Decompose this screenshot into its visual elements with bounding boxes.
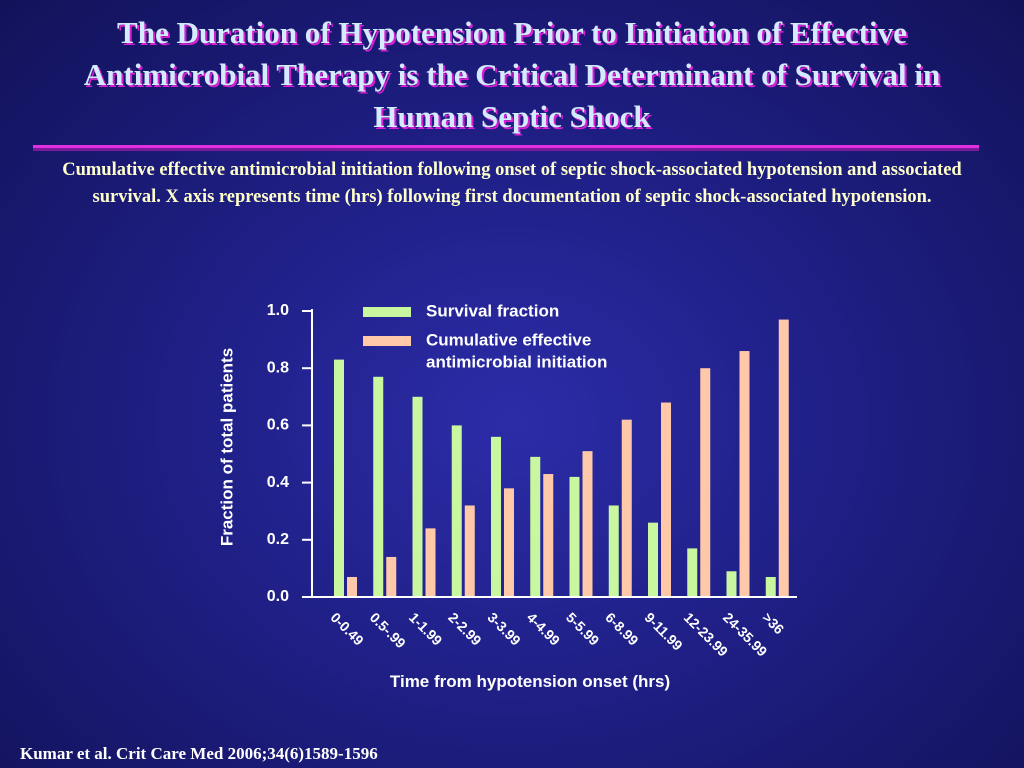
y-tick-label: 1.0 bbox=[267, 302, 289, 319]
legend-label: Survival fraction bbox=[426, 301, 559, 320]
cumulative-bar bbox=[661, 402, 671, 597]
x-axis-label: Time from hypotension onset (hrs) bbox=[390, 672, 670, 691]
x-categories-group: 0-0.49 0.5-.991-1.99 2-2.99 3-3.99 4-4.99 5-5… bbox=[328, 609, 788, 660]
x-category-label: 1-1.99 bbox=[406, 609, 446, 649]
y-axis-label: Fraction of total patients bbox=[217, 348, 236, 546]
survival-bar bbox=[569, 476, 580, 597]
slide-title: The Duration of Hypotension Prior to Ini… bbox=[83, 15, 941, 134]
x-category-label: 9-11.99 bbox=[642, 609, 686, 653]
citation: Kumar et al. Crit Care Med 2006;34(6)158… bbox=[20, 744, 378, 763]
bars-group bbox=[334, 319, 789, 597]
x-category-label: 0-0.49 bbox=[328, 609, 368, 649]
x-category-label: 2-2.99 bbox=[445, 609, 485, 649]
cumulative-bar bbox=[464, 505, 475, 597]
survival-bar bbox=[412, 396, 423, 597]
axes-group bbox=[311, 309, 797, 598]
legend-item-survival: Survival fraction bbox=[363, 301, 559, 320]
x-category-label: 0.5-.99 bbox=[367, 609, 409, 651]
legend-label: antimicrobial initiation bbox=[426, 352, 607, 371]
cumulative-bar bbox=[739, 351, 750, 597]
survival-bar bbox=[491, 436, 501, 597]
survival-bar bbox=[648, 522, 658, 597]
survival-bar bbox=[726, 571, 737, 597]
survival-bar bbox=[765, 576, 776, 597]
y-tick-label: 0.0 bbox=[267, 588, 289, 605]
y-tick-label: 0.2 bbox=[267, 531, 289, 548]
survival-bar bbox=[608, 505, 619, 597]
y-ticks-group: 0.0 0.2 0.4 0.6 0.8 1.0 bbox=[267, 302, 312, 605]
cumulative-bar bbox=[543, 474, 554, 597]
x-category-label: 3-3.99 bbox=[485, 609, 525, 649]
cumulative-bar bbox=[582, 451, 593, 597]
legend-label: Cumulative effective bbox=[426, 330, 591, 349]
cumulative-bar bbox=[700, 368, 711, 597]
y-tick-label: 0.4 bbox=[267, 474, 289, 491]
survival-bar bbox=[373, 376, 384, 597]
y-tick-label: 0.8 bbox=[267, 359, 289, 376]
slide-subtitle: Cumulative effective antimicrobial initi… bbox=[62, 160, 962, 207]
cumulative-bar bbox=[621, 419, 632, 597]
title-divider bbox=[33, 145, 979, 148]
x-category-label: 5-5.99 bbox=[563, 609, 603, 649]
survival-bar bbox=[334, 359, 344, 597]
cumulative-bar bbox=[504, 488, 514, 597]
x-category-label: >36 bbox=[759, 609, 787, 637]
cumulative-bar bbox=[778, 319, 789, 597]
legend-swatch bbox=[363, 307, 411, 317]
x-category-label: 6-8.99 bbox=[602, 609, 642, 649]
legend-item-cumulative: Cumulative effective antimicrobial initia… bbox=[363, 330, 607, 371]
cumulative-bar bbox=[386, 556, 397, 597]
legend: Survival fraction Cumulative effective ant… bbox=[363, 301, 607, 371]
legend-swatch bbox=[363, 336, 411, 346]
y-tick-label: 0.6 bbox=[267, 417, 289, 434]
x-category-label: 4-4.99 bbox=[524, 609, 564, 649]
cumulative-bar bbox=[347, 576, 357, 597]
survival-bar bbox=[687, 548, 698, 597]
survival-bar bbox=[530, 456, 541, 597]
cumulative-bar bbox=[425, 528, 436, 597]
survival-bar bbox=[451, 425, 462, 597]
